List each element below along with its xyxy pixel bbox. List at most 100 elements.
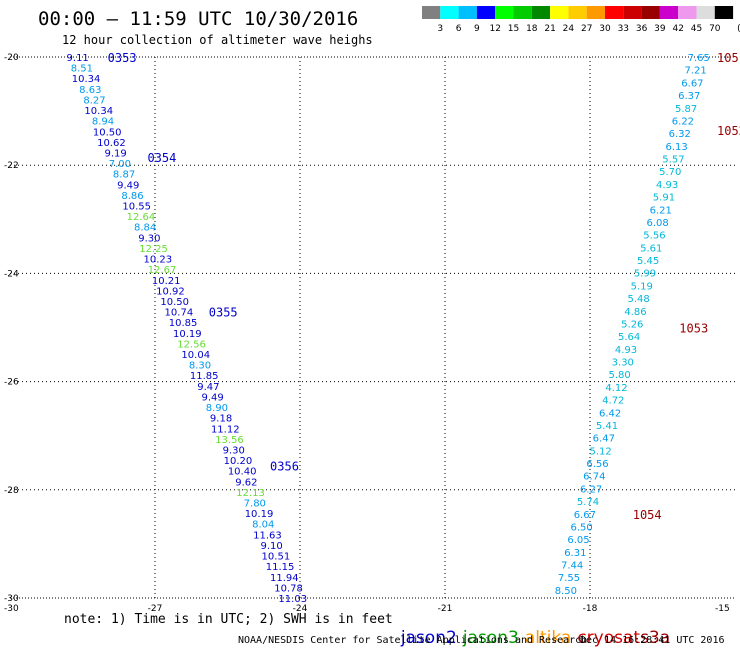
wave-height-value: 4.12 xyxy=(605,383,627,394)
wave-height-value: 6.27 xyxy=(580,484,602,495)
wave-height-value: 6.32 xyxy=(669,129,691,140)
y-tick-label: -20 xyxy=(4,53,19,63)
wave-height-value: 6.42 xyxy=(599,408,621,419)
color-scale-swatch xyxy=(422,6,441,19)
wave-height-value: 6.74 xyxy=(583,472,605,483)
wave-height-value: 10.34 xyxy=(72,74,101,85)
color-scale-swatch xyxy=(531,6,551,19)
wave-height-value: 7.80 xyxy=(244,499,266,510)
wave-height-value: 6.67 xyxy=(681,78,703,89)
y-tick-label: -30 xyxy=(4,594,19,604)
wave-height-value: 4.93 xyxy=(615,345,637,356)
wave-height-value: 6.47 xyxy=(593,434,615,445)
wave-height-value: 10.62 xyxy=(97,138,126,149)
color-scale-label: 42 xyxy=(672,24,683,34)
wave-height-value: 11.85 xyxy=(190,371,219,382)
wave-height-value: 5.74 xyxy=(577,497,599,508)
wave-height-value: 9.11 xyxy=(67,53,89,64)
pass-label: 0356 xyxy=(270,459,299,473)
y-tick-label: -26 xyxy=(4,378,19,388)
x-tick-label: -15 xyxy=(715,604,730,614)
wave-height-value: 10.34 xyxy=(84,106,113,117)
wave-height-value: 10.20 xyxy=(224,456,253,467)
satellite-legend-altika: altika xyxy=(524,628,572,648)
wave-height-value: 9.47 xyxy=(197,382,219,393)
wave-height-value: 11.94 xyxy=(270,573,299,584)
pass-label: 0353 xyxy=(108,51,137,65)
color-scale-label: 9 xyxy=(474,24,480,34)
color-scale-swatch xyxy=(495,6,514,19)
wave-height-value: 9.10 xyxy=(261,541,283,552)
satellite-legend-jason3: jason3 xyxy=(462,628,519,648)
wave-height-value: 9.62 xyxy=(235,477,257,488)
wave-height-value: 8.94 xyxy=(92,117,114,128)
wave-height-value: 5.70 xyxy=(659,167,681,178)
wave-height-value: 10.21 xyxy=(152,276,181,287)
wave-height-value: 8.50 xyxy=(555,586,577,597)
y-tick-label: -22 xyxy=(4,161,19,171)
x-tick-label: -30 xyxy=(4,604,19,614)
wave-height-value: 9.30 xyxy=(223,445,245,456)
wave-height-value: 10.50 xyxy=(160,297,189,308)
wave-height-value: 12.56 xyxy=(177,339,206,350)
color-scale-unit: (ft) xyxy=(737,24,740,34)
color-scale-label: 30 xyxy=(599,24,611,34)
wave-height-value: 5.26 xyxy=(621,319,643,330)
color-scale-swatch xyxy=(641,6,660,19)
color-scale-swatch xyxy=(440,6,459,19)
wave-height-value: 6.05 xyxy=(567,535,589,546)
note-text: note: 1) Time is in UTC; 2) SWH is in fe… xyxy=(64,612,393,627)
wave-height-value: 10.50 xyxy=(93,127,122,138)
wave-height-value: 9.49 xyxy=(201,392,223,403)
color-scale-label: 15 xyxy=(508,24,519,34)
wave-height-value: 5.80 xyxy=(609,370,631,381)
wave-height-value: 8.86 xyxy=(121,191,143,202)
color-scale-label: 3 xyxy=(437,24,443,34)
color-scale-label: 33 xyxy=(618,24,629,34)
wave-height-value: 6.08 xyxy=(646,218,668,229)
wave-height-value: 11.12 xyxy=(211,424,240,435)
wave-height-value: 4.72 xyxy=(602,396,624,407)
color-scale-label: 70 xyxy=(709,24,721,34)
wave-height-value: 13.56 xyxy=(215,435,244,446)
color-scale-swatch xyxy=(568,6,587,19)
color-scale-swatch xyxy=(550,6,569,19)
page-title: 00:00 – 11:59 UTC 10/30/2016 xyxy=(38,8,359,30)
satellite-legend-s3a: s3a xyxy=(640,628,671,648)
wave-height-value: 8.84 xyxy=(134,223,156,234)
y-tick-label: -28 xyxy=(4,486,19,496)
wave-height-value: 8.04 xyxy=(252,520,274,531)
timestamp-text: Dec 14 16:28:41 UTC 2016 xyxy=(580,635,725,646)
color-scale-label: 45 xyxy=(691,24,702,34)
pass-label: 1054 xyxy=(633,508,662,522)
wave-height-value: 6.67 xyxy=(574,510,596,521)
pass-label: 1053 xyxy=(679,322,708,336)
credit-text: NOAA/NESDIS Center for Satellite Applica… xyxy=(238,635,588,646)
color-scale-label: 6 xyxy=(456,24,462,34)
wave-height-value: 10.51 xyxy=(262,552,291,563)
wave-height-value: 5.99 xyxy=(634,269,656,280)
x-tick-label: -21 xyxy=(438,604,453,614)
color-scale-swatch xyxy=(605,6,624,19)
satellite-legend-jason2: jason2 xyxy=(400,628,457,648)
wave-height-value: 10.04 xyxy=(181,350,210,361)
wave-height-value: 5.87 xyxy=(675,104,697,115)
wave-height-value: 8.27 xyxy=(83,95,105,106)
x-tick-label: -18 xyxy=(583,604,598,614)
wave-height-value: 5.45 xyxy=(637,256,659,267)
wave-height-value: 10.85 xyxy=(169,318,198,329)
wave-height-value: 9.19 xyxy=(104,148,126,159)
wave-height-value: 11.15 xyxy=(266,562,295,573)
wave-height-value: 10.92 xyxy=(156,286,185,297)
pass-label: 0354 xyxy=(147,151,176,165)
wave-height-value: 6.50 xyxy=(571,522,593,533)
wave-height-value: 7.21 xyxy=(684,66,706,77)
wave-height-value: 5.56 xyxy=(643,231,665,242)
color-scale-label: 24 xyxy=(563,24,575,34)
color-scale-label: 39 xyxy=(654,24,666,34)
wave-height-value: 8.90 xyxy=(206,403,228,414)
wave-height-value: 9.49 xyxy=(117,180,139,191)
wave-height-value: 11.63 xyxy=(253,530,282,541)
